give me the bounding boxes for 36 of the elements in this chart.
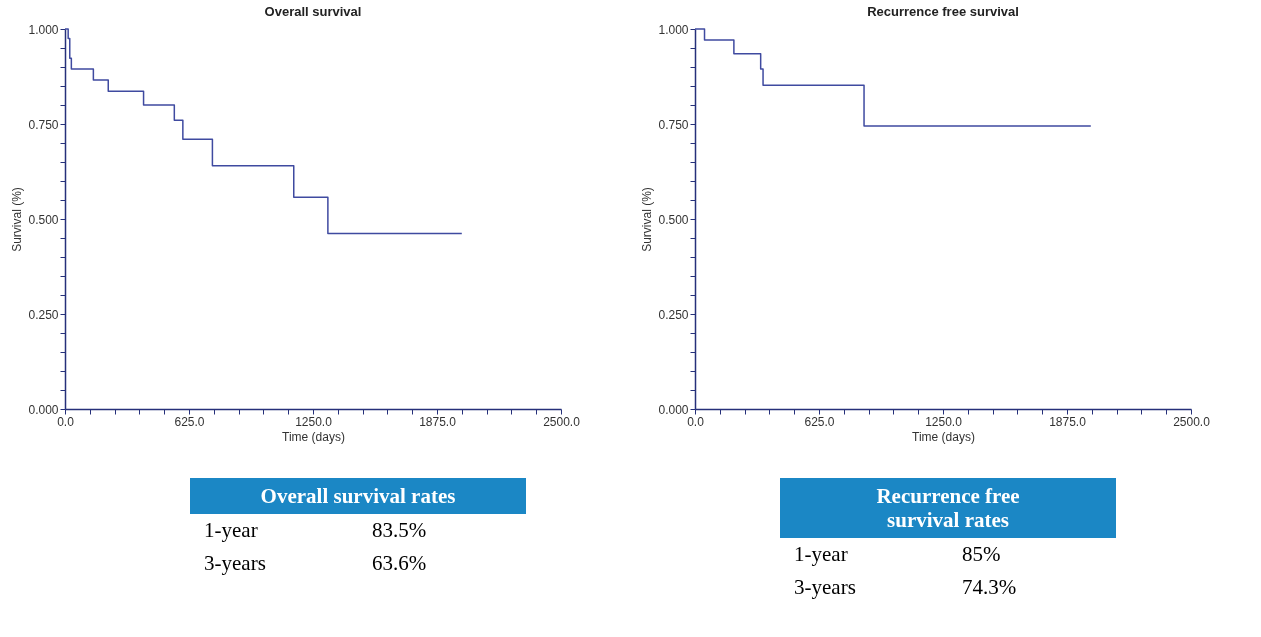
x-tick-label: 625.0 xyxy=(804,414,835,429)
x-tick-label: 1875.0 xyxy=(1049,414,1087,429)
y-tick-label: 0.750 xyxy=(28,117,59,132)
y-tick-label: 0.500 xyxy=(28,212,59,227)
x-tick-label: 2500.0 xyxy=(543,414,581,429)
y-tick-label: 1.000 xyxy=(28,22,59,37)
text: 3-years xyxy=(203,550,267,577)
x-tick-label: 625.0 xyxy=(174,414,205,429)
y-tick-label: 0.750 xyxy=(658,117,689,132)
x-tick-label: 1250.0 xyxy=(925,414,963,429)
x-tick-label: 0.0 xyxy=(57,414,75,429)
text: Recurrence free survival rates xyxy=(875,484,1021,532)
x-tick-label: 1875.0 xyxy=(419,414,457,429)
x-tick-label: 2500.0 xyxy=(1173,414,1211,429)
x-tick-label: 1250.0 xyxy=(295,414,333,429)
text: Overall survival rates xyxy=(190,478,526,514)
text: 1-year xyxy=(793,541,849,568)
text: 74.3% xyxy=(961,574,1018,601)
x-axis-title: Time (days) xyxy=(282,429,345,444)
text: 83.5% xyxy=(371,517,428,544)
y-tick-label: 0.500 xyxy=(658,212,689,227)
chart-title: Overall survival xyxy=(264,4,362,19)
text: 1-year xyxy=(203,517,259,544)
text: 63.6% xyxy=(371,550,428,577)
chart-title: Recurrence free survival xyxy=(867,4,1019,19)
y-tick-label: 0.000 xyxy=(658,402,689,417)
x-axis-title: Time (days) xyxy=(912,429,975,444)
y-tick-label: 0.250 xyxy=(28,307,59,322)
y-tick-label: 1.000 xyxy=(658,22,689,37)
text: 85% xyxy=(961,541,1002,568)
text: 3-years xyxy=(793,574,857,601)
y-axis-title: Survival (%) xyxy=(640,187,655,252)
y-axis-title: Survival (%) xyxy=(10,187,25,252)
y-tick-label: 0.250 xyxy=(658,307,689,322)
y-tick-label: 0.000 xyxy=(28,402,59,417)
x-tick-label: 0.0 xyxy=(687,414,705,429)
